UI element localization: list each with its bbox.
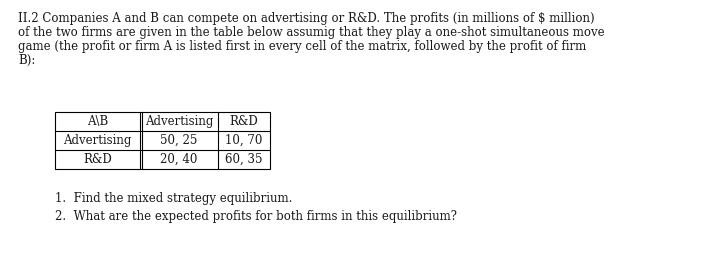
Text: R&D: R&D: [83, 153, 112, 166]
Text: B):: B):: [18, 54, 35, 67]
Text: Advertising: Advertising: [145, 115, 213, 128]
Text: of the two firms are given in the table below assumig that they play a one-shot : of the two firms are given in the table …: [18, 26, 605, 39]
Text: 60, 35: 60, 35: [225, 153, 263, 166]
Text: Advertising: Advertising: [63, 134, 132, 147]
Text: 50, 25: 50, 25: [161, 134, 198, 147]
Text: A\B: A\B: [87, 115, 108, 128]
Text: 10, 70: 10, 70: [225, 134, 263, 147]
Text: 1.  Find the mixed strategy equilibrium.: 1. Find the mixed strategy equilibrium.: [55, 192, 292, 205]
Text: 20, 40: 20, 40: [161, 153, 198, 166]
Text: II.2 Companies A and B can compete on advertising or R&D. The profits (in millio: II.2 Companies A and B can compete on ad…: [18, 12, 595, 25]
Bar: [55, 112, 270, 169]
Text: 2.  What are the expected profits for both firms in this equilibrium?: 2. What are the expected profits for bot…: [55, 210, 457, 223]
Text: game (the profit or firm A is listed first in every cell of the matrix, followed: game (the profit or firm A is listed fir…: [18, 40, 586, 53]
Text: R&D: R&D: [230, 115, 258, 128]
